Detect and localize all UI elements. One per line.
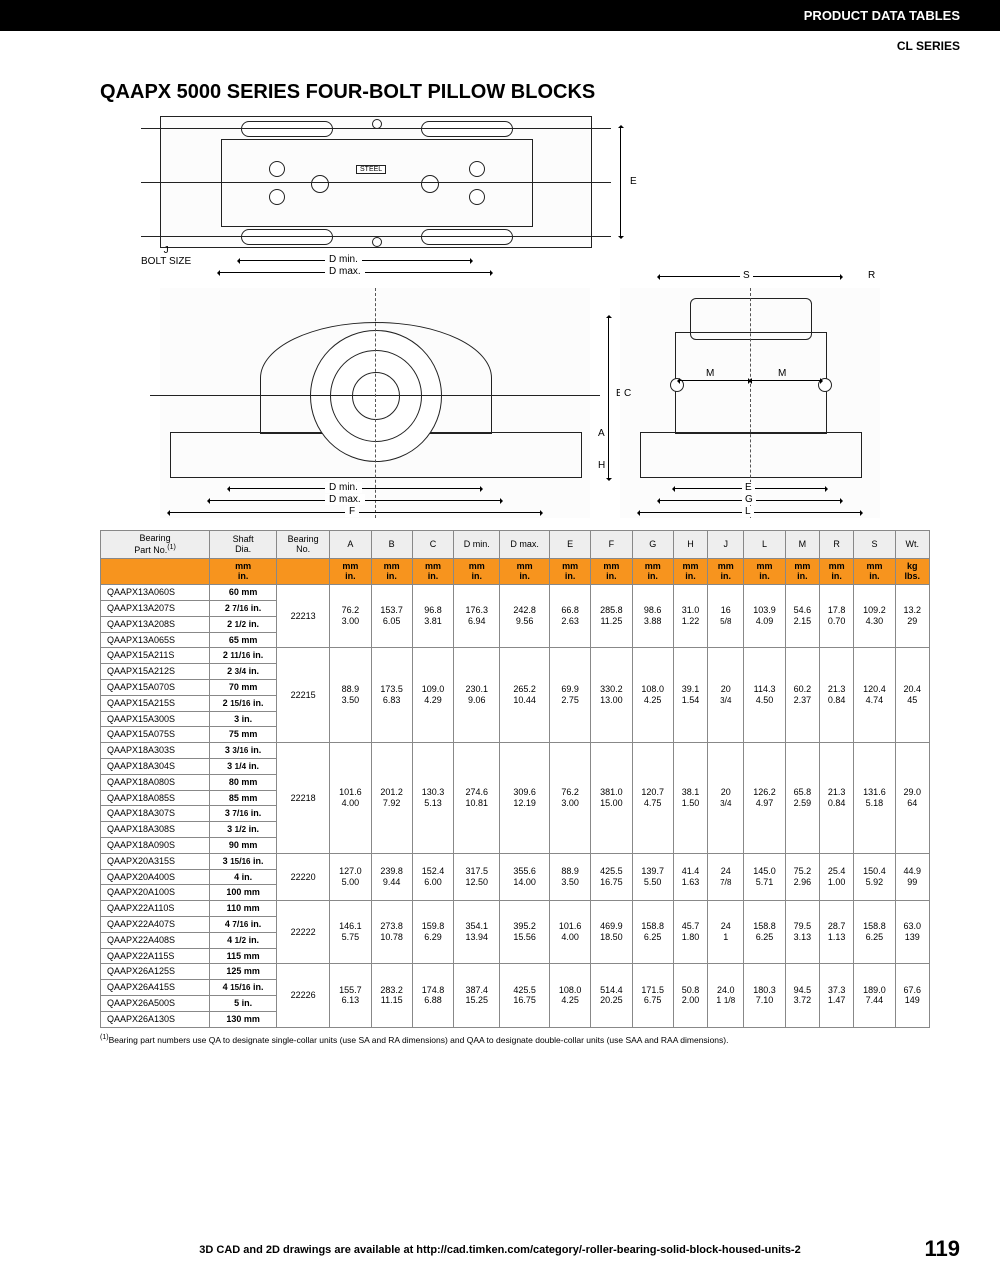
top-view-diagram: STEEL J BOLT SIZE — [160, 116, 592, 248]
product-header: PRODUCT DATA TABLES — [0, 0, 1000, 31]
table-row: QAAPX26A125S125 mm22226155.76.13283.211.… — [101, 964, 930, 980]
steel-label: STEEL — [356, 165, 386, 174]
footer-text: 3D CAD and 2D drawings are available at … — [0, 1244, 1000, 1256]
table-row: QAAPX22A110S110 mm22222146.15.75273.810.… — [101, 901, 930, 917]
data-table: BearingPart No.(1)ShaftDia.BearingNo.ABC… — [100, 530, 930, 1028]
table-row: QAAPX18A303S3 3/16 in.22218101.64.00201.… — [101, 743, 930, 759]
footnote: (1)Bearing part numbers use QA to design… — [100, 1034, 930, 1045]
table-row: QAAPX13A060S60 mm2221376.23.00153.76.059… — [101, 585, 930, 601]
table-row: QAAPX20A315S3 15/16 in.22220127.05.00239… — [101, 853, 930, 869]
page-number: 119 — [925, 1236, 961, 1262]
table-row: QAAPX15A211S2 11/16 in.2221588.93.50173.… — [101, 648, 930, 664]
table-header: BearingPart No.(1)ShaftDia.BearingNo.ABC… — [101, 531, 930, 585]
front-view-diagram — [160, 288, 590, 518]
diagram-area: STEEL J BOLT SIZE E D min. D max. — [100, 116, 930, 518]
series-header: CL SERIES — [0, 31, 1000, 73]
page-title: QAAPX 5000 SERIES FOUR-BOLT PILLOW BLOCK… — [100, 81, 930, 104]
